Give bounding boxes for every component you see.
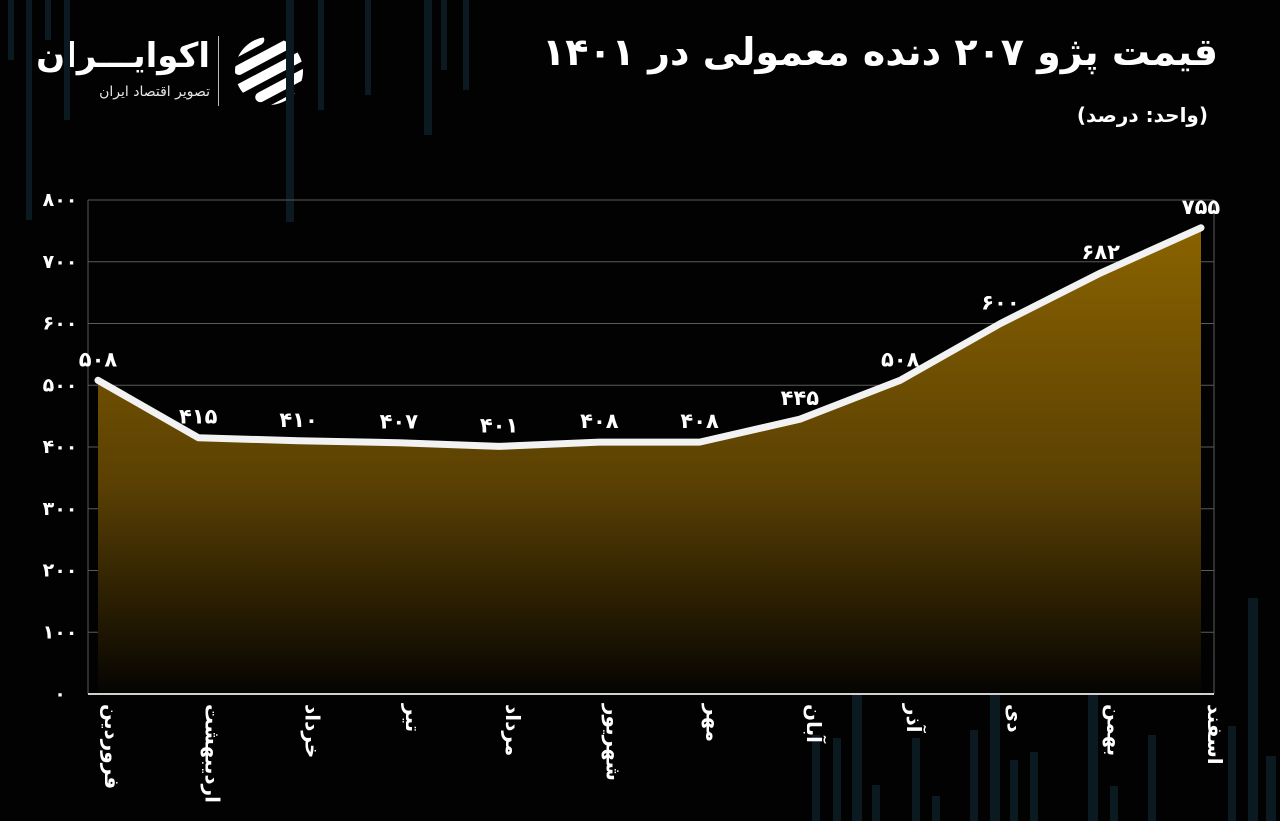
brand-logo: اکوایـــران تصویر اقتصاد ایران <box>36 34 318 114</box>
decor-bar <box>970 730 978 821</box>
y-tick-label: ۴۰۰ <box>43 436 78 458</box>
decor-bar <box>990 598 1000 821</box>
data-label: ۴۰۸ <box>580 409 619 433</box>
y-tick-label: ۸۰۰ <box>43 189 78 211</box>
decor-bar <box>1110 786 1118 821</box>
chart-title: قیمت پژو ۲۰۷ دنده معمولی در ۱۴۰۱ <box>542 30 1218 74</box>
data-label: ۴۱۵ <box>179 405 218 429</box>
decor-bar <box>1010 760 1018 821</box>
x-tick-label: مرداد <box>501 704 525 756</box>
x-tick-label: بهمن <box>1103 704 1127 756</box>
decor-bar <box>318 0 324 110</box>
series-line <box>94 224 1205 450</box>
decor-bar <box>8 0 14 60</box>
x-tick-label: تیر <box>401 703 425 732</box>
data-label: ۶۰۰ <box>981 291 1019 315</box>
decor-bar <box>64 0 70 120</box>
brand-divider <box>218 36 219 106</box>
decor-bar <box>833 738 841 821</box>
area-fill <box>98 227 1201 695</box>
x-tick-label: اردیبهشت <box>200 704 224 803</box>
data-label: ۴۰۷ <box>380 410 419 434</box>
x-tick-label: دی <box>1003 704 1027 733</box>
data-label: ۴۴۵ <box>781 386 820 410</box>
y-axis-tick-labels: ۰ ۱۰۰ ۲۰۰ ۳۰۰ ۴۰۰ ۵۰۰ ۶۰۰ ۷۰۰ ۸۰۰ <box>43 189 78 705</box>
y-tick-label: ۶۰۰ <box>43 313 78 335</box>
y-tick-label: ۳۰۰ <box>43 498 78 520</box>
chart-unit: (واحد: درصد) <box>1076 103 1208 127</box>
data-label: ۴۰۱ <box>480 413 518 437</box>
decor-bar <box>1030 752 1038 821</box>
decor-bar <box>463 0 469 90</box>
data-label: ۵۰۸ <box>881 347 920 371</box>
decor-bar <box>1088 686 1098 821</box>
decor-bar <box>912 738 920 821</box>
decor-bar <box>812 735 820 821</box>
x-tick-label: خرداد <box>301 704 325 758</box>
decor-bar <box>26 0 32 220</box>
decor-bar <box>1266 756 1276 821</box>
decor-bar <box>424 0 432 135</box>
decor-bar <box>1228 726 1236 821</box>
y-tick-label: ۲۰۰ <box>43 560 78 582</box>
x-tick-label: اسفند <box>1203 704 1227 765</box>
decor-bar <box>286 0 294 222</box>
data-label: ۵۰۸ <box>79 347 118 371</box>
x-tick-label: آذر <box>902 703 927 734</box>
decor-bar <box>932 796 940 821</box>
decor-bar <box>1248 598 1258 821</box>
x-tick-label: فروردین <box>100 704 124 789</box>
decor-bar <box>45 0 51 40</box>
y-tick-label: ۱۰۰ <box>43 621 78 643</box>
decor-bar <box>872 785 880 821</box>
background-decoration <box>8 0 1276 821</box>
y-tick-label: ۰ <box>54 683 66 705</box>
x-tick-label: آبان <box>802 704 827 744</box>
data-label: ۶۸۲ <box>1082 240 1121 264</box>
decor-bar <box>1148 735 1156 821</box>
y-tick-label: ۷۰۰ <box>43 251 78 273</box>
data-label: ۷۵۵ <box>1182 195 1221 219</box>
x-tick-label: مهر <box>702 703 726 742</box>
decor-bar <box>441 0 447 70</box>
decor-bar <box>365 0 371 95</box>
y-tick-label: ۵۰۰ <box>43 374 78 396</box>
data-label: ۴۱۰ <box>279 408 317 432</box>
decor-bar <box>852 686 862 821</box>
brand-tagline: تصویر اقتصاد ایران <box>99 84 210 100</box>
x-tick-label: شهریور <box>601 703 625 781</box>
data-label: ۴۰۸ <box>680 409 719 433</box>
x-axis-tick-labels: فروردین اردیبهشت خرداد تیر مرداد شهریور مهر آبا… <box>100 703 1227 803</box>
data-labels: ۵۰۸ ۴۱۵ ۴۱۰ ۴۰۷ ۴۰۱ ۴۰۸ ۴۰۸ ۴۴۵ ۵۰۸ ۶۰۰ ۶۸۲ ۷۵۵ <box>79 195 1221 438</box>
